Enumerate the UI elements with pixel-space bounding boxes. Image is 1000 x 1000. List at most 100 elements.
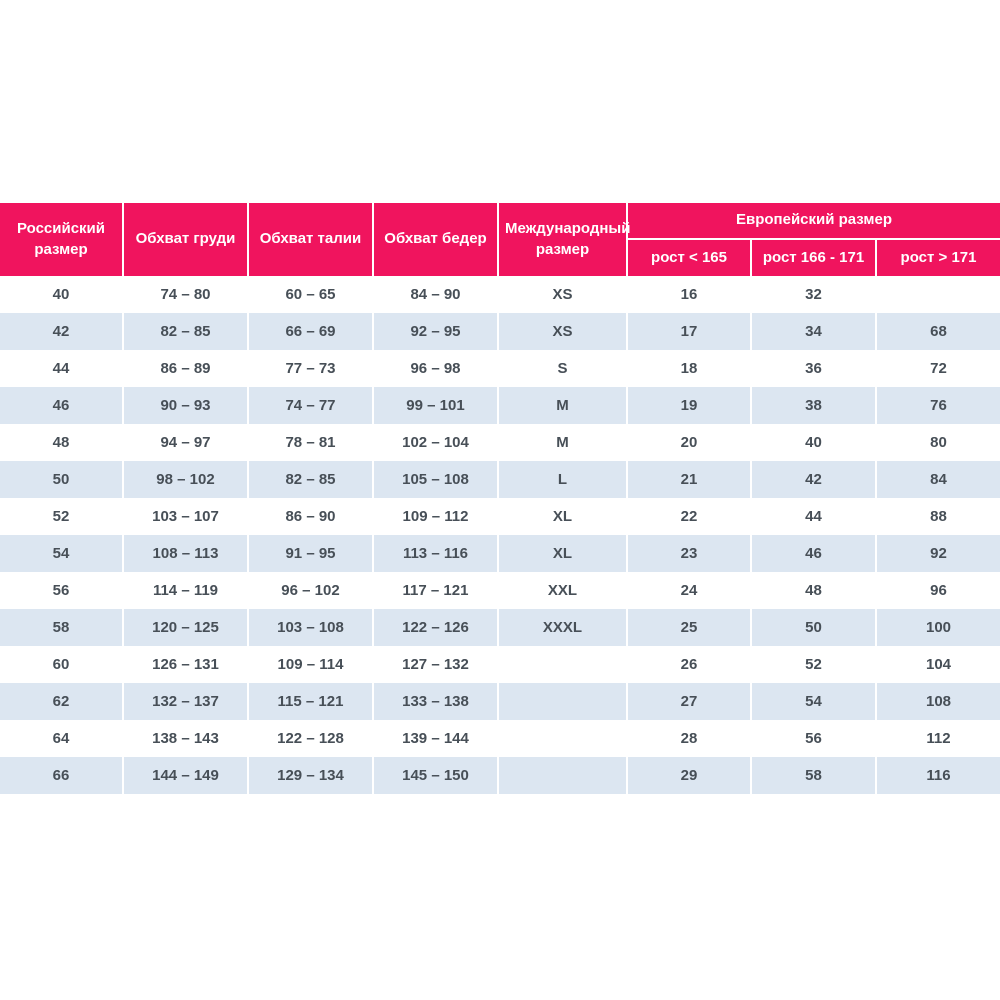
table-cell: 77 – 73 [249,350,374,387]
table-cell: 74 – 77 [249,387,374,424]
table-cell: 78 – 81 [249,424,374,461]
table-cell: 17 [628,313,752,350]
table-cell: 92 – 95 [374,313,499,350]
table-cell: 40 [752,424,877,461]
table-cell: 42 [752,461,877,498]
table-cell: 60 – 65 [249,276,374,313]
table-row: 46 90 – 93 74 – 77 99 – 101 M 19 38 76 [0,387,1000,424]
table-cell: 42 [0,313,124,350]
table-row: 64 138 – 143 122 – 128 139 – 144 28 56 112 [0,720,1000,757]
table-cell: 44 [0,350,124,387]
size-chart-header: Российский размер Обхват груди Обхват та… [0,203,1000,276]
table-cell: 109 – 112 [374,498,499,535]
table-cell: 46 [752,535,877,572]
table-cell: 94 – 97 [124,424,249,461]
table-cell: S [499,350,628,387]
table-cell: 50 [752,609,877,646]
table-cell: XL [499,535,628,572]
table-cell: 86 – 89 [124,350,249,387]
col-header-waist: Обхват талии [249,203,374,276]
table-cell: 127 – 132 [374,646,499,683]
table-cell: 76 [877,387,1000,424]
table-row: 58 120 – 125 103 – 108 122 – 126 XXXL 25 50 100 [0,609,1000,646]
table-cell: 116 [877,757,1000,794]
table-cell: 46 [0,387,124,424]
table-cell: 82 – 85 [124,313,249,350]
table-cell: 90 – 93 [124,387,249,424]
table-cell: 108 [877,683,1000,720]
col-header-hips: Обхват бедер [374,203,499,276]
col-header-international-size: Международный размер [499,203,630,276]
table-row: 44 86 – 89 77 – 73 96 – 98 S 18 36 72 [0,350,1000,387]
table-row: 66 144 – 149 129 – 134 145 – 150 29 58 116 [0,757,1000,794]
table-cell: 24 [628,572,752,609]
table-cell: M [499,387,628,424]
size-chart-table: Российский размер Обхват груди Обхват та… [0,203,1000,794]
table-cell: 98 – 102 [124,461,249,498]
table-row: 52 103 – 107 86 – 90 109 – 112 XL 22 44 88 [0,498,1000,535]
table-cell: 115 – 121 [249,683,374,720]
table-cell: 66 [0,757,124,794]
table-cell: 84 [877,461,1000,498]
table-cell: 21 [628,461,752,498]
table-cell: 117 – 121 [374,572,499,609]
table-cell: 36 [752,350,877,387]
table-cell: 44 [752,498,877,535]
table-cell: 19 [628,387,752,424]
table-cell: 144 – 149 [124,757,249,794]
table-row: 42 82 – 85 66 – 69 92 – 95 XS 17 34 68 [0,313,1000,350]
table-cell: 138 – 143 [124,720,249,757]
table-cell: XXXL [499,609,628,646]
table-cell: 133 – 138 [374,683,499,720]
header-row-sub: рост < 165 рост 166 - 171 рост > 171 [0,240,1000,276]
size-chart-body: 40 74 – 80 60 – 65 84 – 90 XS 16 32 42 82 – 85 66… [0,276,1000,794]
table-cell: 112 [877,720,1000,757]
table-row: 50 98 – 102 82 – 85 105 – 108 L 21 42 84 [0,461,1000,498]
header-row-main: Российский размер Обхват груди Обхват та… [0,203,1000,276]
table-cell: 38 [752,387,877,424]
table-cell [499,683,628,720]
table-cell: 48 [0,424,124,461]
table-cell: 92 [877,535,1000,572]
table-cell: 68 [877,313,1000,350]
table-cell: XXL [499,572,628,609]
table-cell: 122 – 126 [374,609,499,646]
table-cell: 105 – 108 [374,461,499,498]
table-cell: 103 – 108 [249,609,374,646]
table-cell: 56 [0,572,124,609]
table-cell: 102 – 104 [374,424,499,461]
table-cell: 120 – 125 [124,609,249,646]
table-cell: XS [499,276,628,313]
table-cell: 126 – 131 [124,646,249,683]
table-cell: 62 [0,683,124,720]
table-cell: 80 [877,424,1000,461]
table-cell: 18 [628,350,752,387]
table-row: 62 132 – 137 115 – 121 133 – 138 27 54 108 [0,683,1000,720]
table-cell: 28 [628,720,752,757]
table-row: 56 114 – 119 96 – 102 117 – 121 XXL 24 48 96 [0,572,1000,609]
table-cell: M [499,424,628,461]
table-cell: 145 – 150 [374,757,499,794]
table-cell [499,646,628,683]
table-cell: 54 [0,535,124,572]
table-cell: 103 – 107 [124,498,249,535]
col-header-russian-size: Российский размер [0,203,124,276]
table-cell: 58 [752,757,877,794]
table-cell: 66 – 69 [249,313,374,350]
table-cell: 139 – 144 [374,720,499,757]
table-cell: 27 [628,683,752,720]
table-cell: 100 [877,609,1000,646]
table-cell: 16 [628,276,752,313]
table-cell: 114 – 119 [124,572,249,609]
table-cell: 32 [752,276,877,313]
table-cell: XL [499,498,628,535]
table-cell: 96 [877,572,1000,609]
table-cell: 129 – 134 [249,757,374,794]
table-cell: 23 [628,535,752,572]
table-cell: 50 [0,461,124,498]
table-cell: 56 [752,720,877,757]
table-cell: 84 – 90 [374,276,499,313]
table-cell: L [499,461,628,498]
table-cell: 72 [877,350,1000,387]
